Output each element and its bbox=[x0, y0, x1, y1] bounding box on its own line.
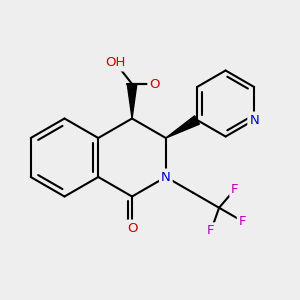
Text: O: O bbox=[149, 77, 160, 91]
Text: F: F bbox=[239, 215, 246, 228]
Text: F: F bbox=[231, 183, 239, 196]
Text: F: F bbox=[207, 224, 215, 237]
Text: N: N bbox=[161, 170, 171, 184]
Text: O: O bbox=[127, 221, 137, 235]
Polygon shape bbox=[127, 84, 137, 119]
Polygon shape bbox=[166, 116, 200, 138]
Text: OH: OH bbox=[105, 56, 126, 70]
Text: N: N bbox=[249, 113, 259, 127]
